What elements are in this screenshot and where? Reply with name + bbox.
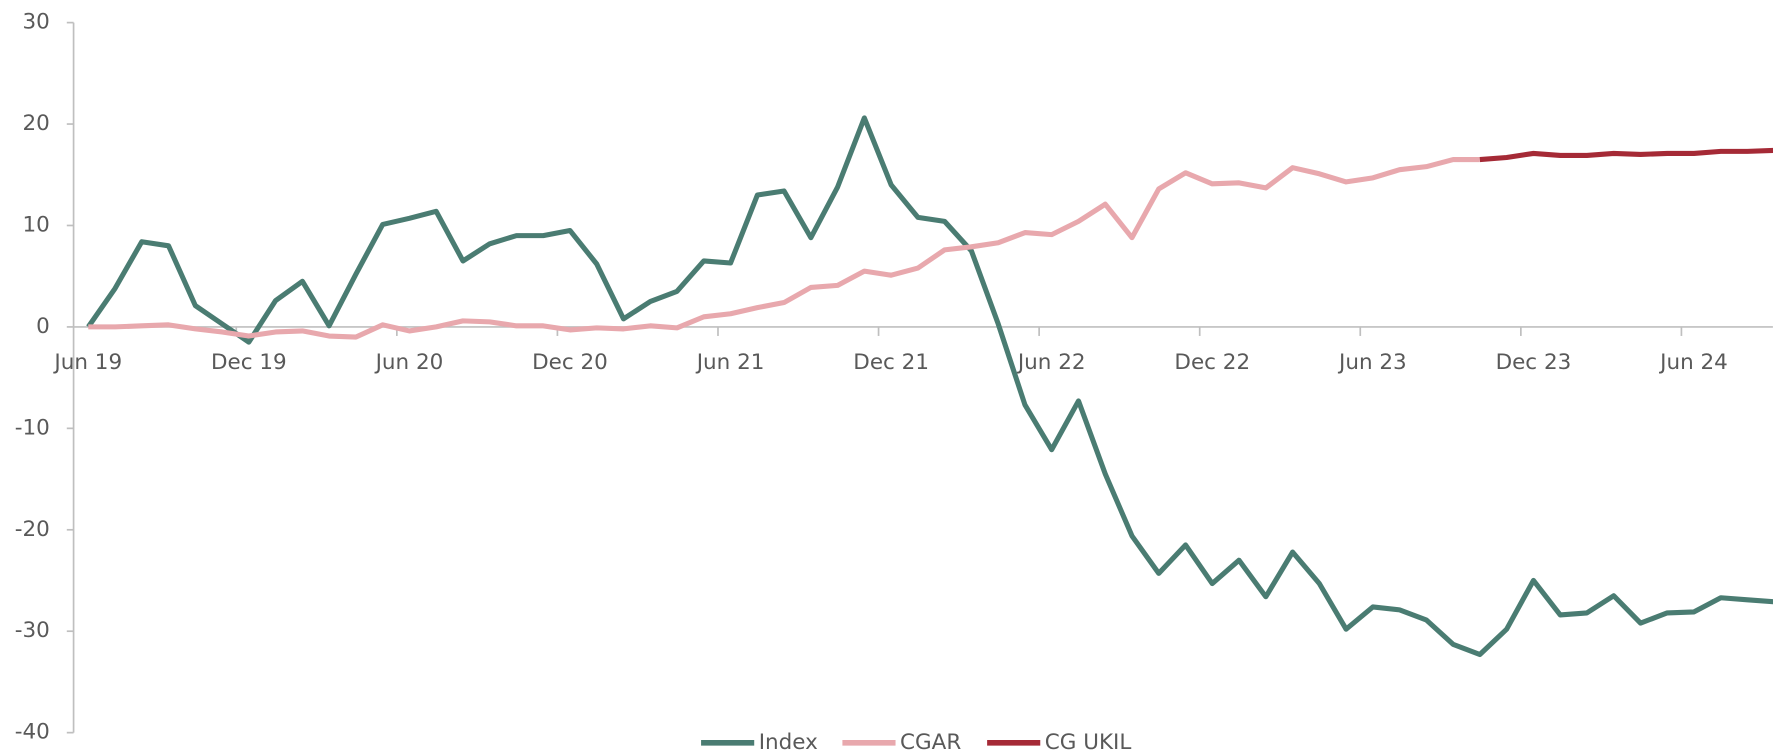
y-tick-label: 0: [36, 314, 50, 339]
x-tick-label: Dec 21: [853, 350, 929, 375]
y-tick-label: -20: [15, 517, 50, 542]
y-tick-label: 10: [23, 212, 50, 237]
x-tick-label: Jun 19: [52, 350, 122, 375]
legend-label: CG UKIL: [1045, 730, 1132, 753]
series-line: [1479, 147, 1773, 163]
legend-label: CGAR: [900, 730, 961, 753]
x-tick-label: Jun 24: [1658, 350, 1728, 375]
y-tick-label: -40: [15, 720, 50, 745]
x-tick-label: Dec 23: [1496, 350, 1572, 375]
x-tick-label: Jun 21: [695, 350, 765, 375]
x-tick-label: Dec 22: [1174, 350, 1250, 375]
legend-label: Index: [759, 730, 818, 753]
x-tick-label: Jun 22: [1016, 350, 1086, 375]
x-tick-label: Dec 20: [532, 350, 608, 375]
x-tick-label: Jun 20: [374, 350, 444, 375]
y-tick-label: 30: [23, 10, 50, 35]
series-line: [86, 115, 1773, 658]
x-tick-label: Jun 23: [1337, 350, 1407, 375]
x-tick-label: Dec 19: [211, 350, 287, 375]
y-tick-label: -30: [15, 618, 50, 643]
y-tick-label: -10: [15, 415, 50, 440]
series-line: [88, 156, 1480, 340]
y-tick-label: 20: [23, 111, 50, 136]
